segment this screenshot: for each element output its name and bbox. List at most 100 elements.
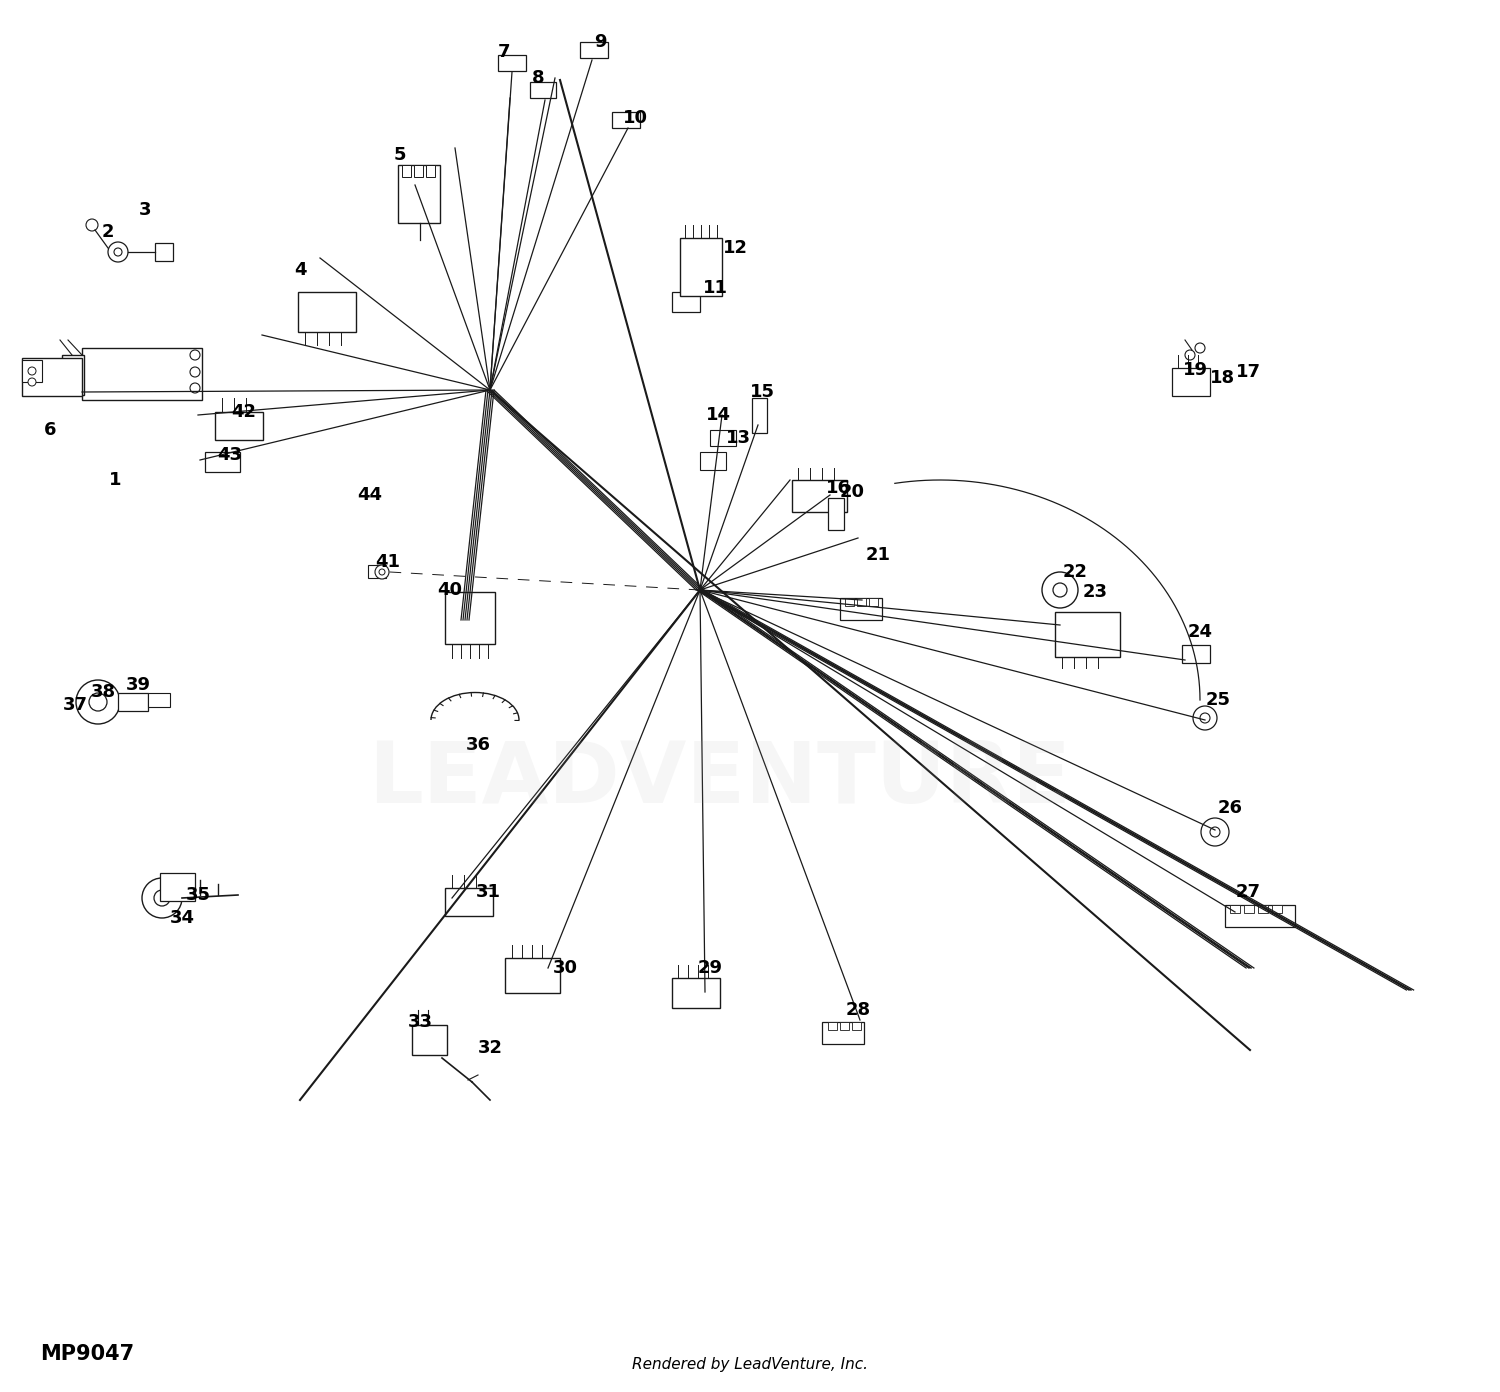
Circle shape: [1042, 572, 1078, 608]
Text: 19: 19: [1182, 361, 1208, 379]
Bar: [672, 292, 700, 312]
Circle shape: [114, 248, 122, 256]
Bar: [580, 42, 608, 58]
Bar: [426, 166, 435, 177]
Bar: [214, 412, 262, 440]
Bar: [1172, 367, 1210, 395]
Bar: [840, 599, 882, 619]
Bar: [844, 599, 853, 606]
Text: 20: 20: [840, 483, 864, 501]
Text: 36: 36: [465, 736, 490, 754]
Bar: [856, 599, 865, 606]
Circle shape: [190, 383, 200, 393]
Bar: [368, 565, 386, 578]
Bar: [1226, 905, 1294, 927]
Bar: [498, 56, 526, 71]
Circle shape: [1200, 713, 1210, 722]
Text: 22: 22: [1062, 562, 1088, 580]
Text: 6: 6: [44, 420, 57, 438]
Text: 41: 41: [375, 553, 400, 571]
Bar: [1258, 905, 1268, 913]
Text: 12: 12: [723, 239, 747, 258]
Text: 26: 26: [1218, 799, 1242, 817]
Bar: [852, 1022, 861, 1030]
Bar: [752, 398, 766, 433]
Bar: [298, 292, 355, 333]
Text: 35: 35: [186, 885, 210, 903]
Bar: [1230, 905, 1240, 913]
Bar: [868, 599, 877, 606]
Bar: [672, 979, 720, 1008]
Text: 40: 40: [438, 580, 462, 599]
Circle shape: [76, 681, 120, 724]
Bar: [154, 244, 172, 262]
Text: 28: 28: [846, 1001, 870, 1019]
Text: 9: 9: [594, 33, 606, 52]
Text: 25: 25: [1206, 690, 1230, 709]
Text: 13: 13: [726, 429, 750, 447]
Circle shape: [1053, 583, 1066, 597]
Circle shape: [86, 219, 98, 231]
Text: 7: 7: [498, 43, 510, 61]
Bar: [1244, 905, 1254, 913]
Bar: [530, 82, 556, 97]
Bar: [840, 1022, 849, 1030]
Circle shape: [1210, 827, 1219, 837]
Text: 8: 8: [531, 70, 544, 86]
Bar: [402, 166, 411, 177]
Text: 18: 18: [1209, 369, 1234, 387]
Text: 34: 34: [170, 909, 195, 927]
Text: MP9047: MP9047: [40, 1345, 134, 1364]
Bar: [413, 1025, 447, 1055]
Circle shape: [1192, 706, 1216, 729]
Text: 43: 43: [217, 445, 243, 464]
Circle shape: [28, 379, 36, 386]
Bar: [446, 592, 495, 644]
Bar: [206, 452, 240, 472]
Text: 4: 4: [294, 262, 306, 278]
Text: 38: 38: [90, 683, 116, 702]
Bar: [22, 358, 82, 395]
Bar: [22, 361, 42, 381]
Circle shape: [28, 367, 36, 374]
Text: 44: 44: [357, 486, 382, 504]
Bar: [82, 348, 203, 400]
Text: 15: 15: [750, 383, 774, 401]
Bar: [414, 166, 423, 177]
Bar: [1272, 905, 1282, 913]
Bar: [792, 480, 847, 512]
Circle shape: [190, 367, 200, 377]
Text: 23: 23: [1083, 583, 1107, 601]
Bar: [506, 958, 560, 992]
Bar: [1182, 644, 1210, 663]
Bar: [118, 693, 148, 711]
Bar: [612, 111, 640, 128]
Bar: [398, 166, 439, 223]
Text: 30: 30: [552, 959, 578, 977]
Bar: [62, 355, 84, 395]
Text: 31: 31: [476, 883, 501, 901]
Circle shape: [1185, 349, 1196, 361]
Bar: [828, 498, 844, 530]
Circle shape: [190, 349, 200, 361]
Circle shape: [1202, 818, 1228, 846]
Circle shape: [375, 565, 388, 579]
Text: LEADVENTURE: LEADVENTURE: [369, 738, 1071, 821]
Circle shape: [154, 889, 170, 906]
Text: 17: 17: [1236, 363, 1260, 381]
Bar: [828, 1022, 837, 1030]
Bar: [446, 888, 494, 916]
Circle shape: [380, 569, 386, 575]
Text: Rendered by LeadVenture, Inc.: Rendered by LeadVenture, Inc.: [632, 1356, 868, 1371]
Text: 10: 10: [622, 109, 648, 127]
Text: 42: 42: [231, 404, 256, 420]
Text: 32: 32: [477, 1038, 502, 1057]
Text: 5: 5: [393, 146, 406, 164]
Text: 29: 29: [698, 959, 723, 977]
Text: 21: 21: [865, 546, 891, 564]
Text: 2: 2: [102, 223, 114, 241]
Text: 37: 37: [63, 696, 87, 714]
Text: 3: 3: [138, 200, 152, 219]
Text: 16: 16: [825, 479, 850, 497]
Text: 39: 39: [126, 677, 150, 695]
